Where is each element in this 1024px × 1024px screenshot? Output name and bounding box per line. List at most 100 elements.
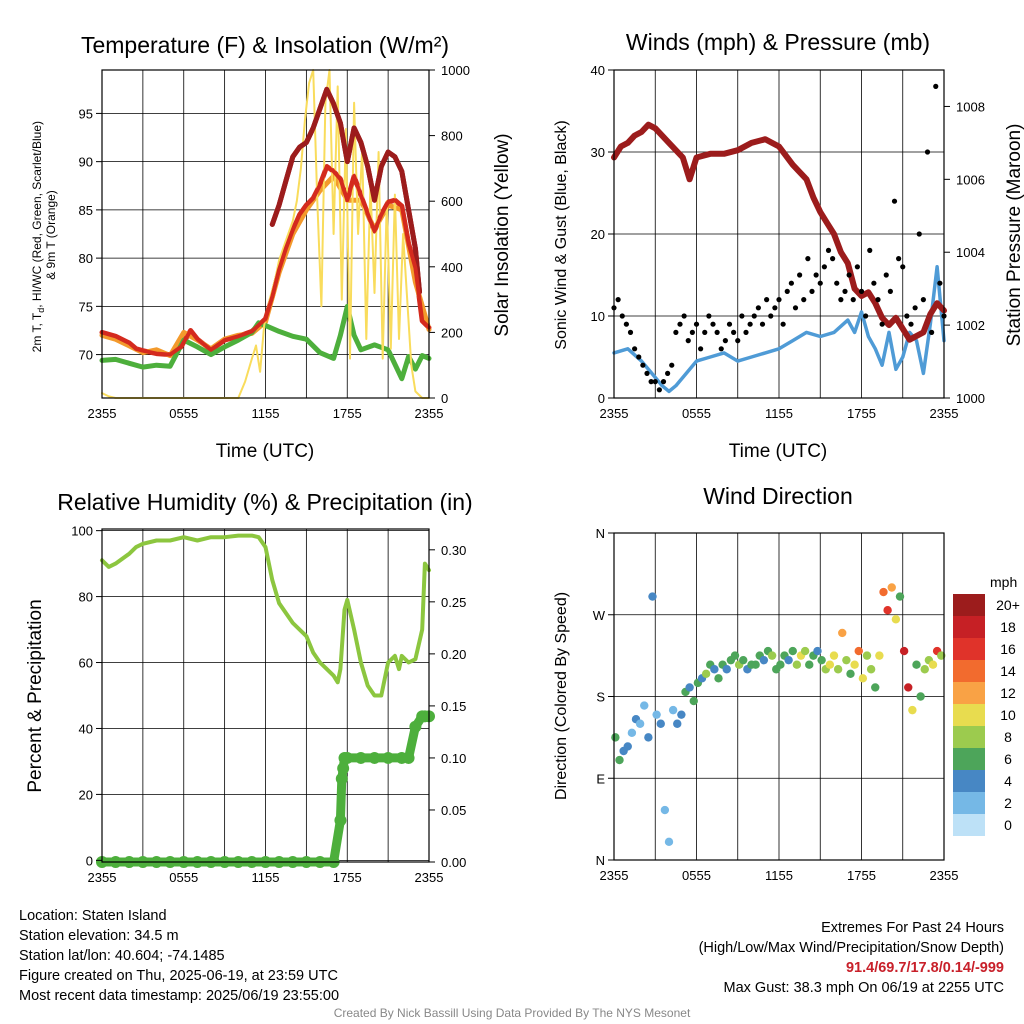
gust-point [891, 198, 898, 204]
y2-tick-label: 1000 [441, 63, 470, 78]
gust-point [896, 256, 902, 262]
winds-y2label: Station Pressure (Maroon) [1004, 124, 1024, 347]
speed-legend-swatch [953, 682, 985, 704]
gust-point [854, 264, 860, 270]
y2-tick-label: 600 [441, 194, 463, 209]
x-tick-label: 0555 [682, 406, 711, 421]
dewpoint-line [99, 303, 432, 382]
wind-direction-point [623, 742, 632, 751]
y-tick-label: 40 [591, 63, 605, 78]
gust-point [698, 346, 704, 352]
precipitation-dot [382, 751, 395, 764]
gust-point [702, 329, 708, 335]
speed-legend-unit: mph [990, 574, 1017, 590]
y-tick-label: 10 [591, 309, 605, 324]
x-tick-label: 2355 [930, 868, 959, 883]
gust-point [863, 313, 869, 319]
y-tick-label: 80 [79, 590, 93, 605]
gust-point [809, 288, 815, 294]
y-tick-label: 90 [79, 155, 93, 170]
wind-direction-point [767, 651, 777, 660]
speed-legend-swatch [953, 638, 985, 660]
wind-direction-point [739, 655, 748, 665]
y-tick-label: S [596, 690, 605, 705]
gust-point [615, 297, 621, 303]
gust-point [912, 305, 918, 311]
y-tick-label: 95 [79, 106, 93, 121]
y2-tick-label: 0.25 [441, 595, 466, 610]
gust-point [685, 338, 691, 344]
y-tick-label: 0 [598, 391, 605, 406]
wind-direction-point [833, 665, 843, 674]
wind-direction-point [937, 651, 946, 660]
y-tick-label: 30 [591, 145, 605, 160]
station-pressure-line [611, 121, 947, 343]
wind-direction-point [689, 696, 698, 706]
wind-direction-panel-title: Wind Direction [703, 483, 853, 509]
winds-ylabel: Sonic Wind & Gust (Blue, Black) [553, 120, 570, 349]
humidity-panel-title: Relative Humidity (%) & Precipitation (i… [57, 489, 472, 515]
gust-point [706, 313, 712, 319]
wind-direction-point [701, 669, 711, 678]
x-tick-label: 1155 [252, 406, 280, 421]
wind-direction-point [644, 733, 653, 742]
temperature-plot-frame [101, 69, 430, 399]
x-tick-label: 2355 [88, 870, 117, 885]
wind-direction-ylabel: Direction (Colored By Speed) [553, 592, 570, 800]
gust-point [619, 313, 625, 319]
wind-direction-point [846, 669, 855, 678]
y-tick-label: 20 [591, 227, 605, 242]
humidity-plot-frame [101, 528, 430, 863]
extremes-title: Extremes For Past 24 Hours [821, 920, 1004, 936]
gust-point [784, 288, 790, 294]
gust-point [623, 321, 629, 327]
speed-legend-label: 2 [1004, 795, 1012, 811]
wind-direction-point [895, 592, 905, 601]
wind-direction-series [611, 583, 946, 847]
speed-legend-swatch [953, 792, 985, 814]
wind-direction-point [664, 837, 674, 847]
gust-point [871, 280, 877, 286]
wind-direction-point [759, 655, 769, 665]
speed-legend-label: 4 [1004, 773, 1012, 789]
gust-point [772, 305, 778, 311]
temperature-title-text: Temperature (F) & Insolation (W/m²) [81, 32, 449, 58]
winds-xlabel: Time (UTC) [729, 441, 828, 462]
gust-point [677, 321, 683, 327]
temperature-ylabel-line2: & 9m T (Orange) [44, 190, 58, 280]
precipitation-dot [337, 762, 350, 775]
gust-point [858, 288, 865, 294]
gust-point [710, 321, 716, 327]
speed-legend-swatch [953, 660, 985, 682]
y2-tick-label: 0.05 [441, 803, 466, 818]
x-tick-label: 0555 [682, 868, 711, 883]
wind-direction-point [673, 719, 682, 728]
precipitation-dot [402, 751, 415, 764]
temperature-ylabel: 2m T, Td, HI/WC (Red, Green, Scarlet/Blu… [30, 118, 58, 353]
temperature-ticks: 2355 0555 1155 1755 2355 70 75 80 85 90 95 0 200 400 6… [79, 63, 470, 421]
wind-direction-point [627, 728, 637, 738]
gust-point [842, 288, 848, 294]
speed-legend-label: 0 [1004, 817, 1012, 833]
x-tick-label: 2355 [600, 868, 629, 883]
gust-point [817, 280, 823, 286]
gust-point [908, 321, 914, 327]
wind-direction-point [866, 665, 876, 674]
gust-point [644, 370, 650, 376]
gust-point [792, 305, 799, 311]
wind-direction-point [879, 587, 888, 597]
precipitation-dot [368, 751, 381, 764]
gust-point [722, 338, 728, 344]
winds-ticks: 2355 0555 1155 1755 235501020304010001002100… [591, 63, 985, 421]
extremes-values: 91.4/69.7/17.8/0.14/-999 [845, 960, 1004, 976]
x-tick-label: 2355 [88, 406, 117, 421]
wind-direction-point [648, 592, 657, 601]
temperature-ylabel-line1: 2m T, Td, HI/WC (Red, Green, Scarlet/Blu… [30, 121, 46, 352]
gust-point [813, 272, 819, 278]
gust-point [920, 297, 926, 303]
speed-legend-swatch [953, 704, 985, 726]
wind-direction-point [685, 683, 694, 692]
speed-legend-swatch [953, 814, 985, 836]
wind-direction-point [920, 665, 929, 674]
